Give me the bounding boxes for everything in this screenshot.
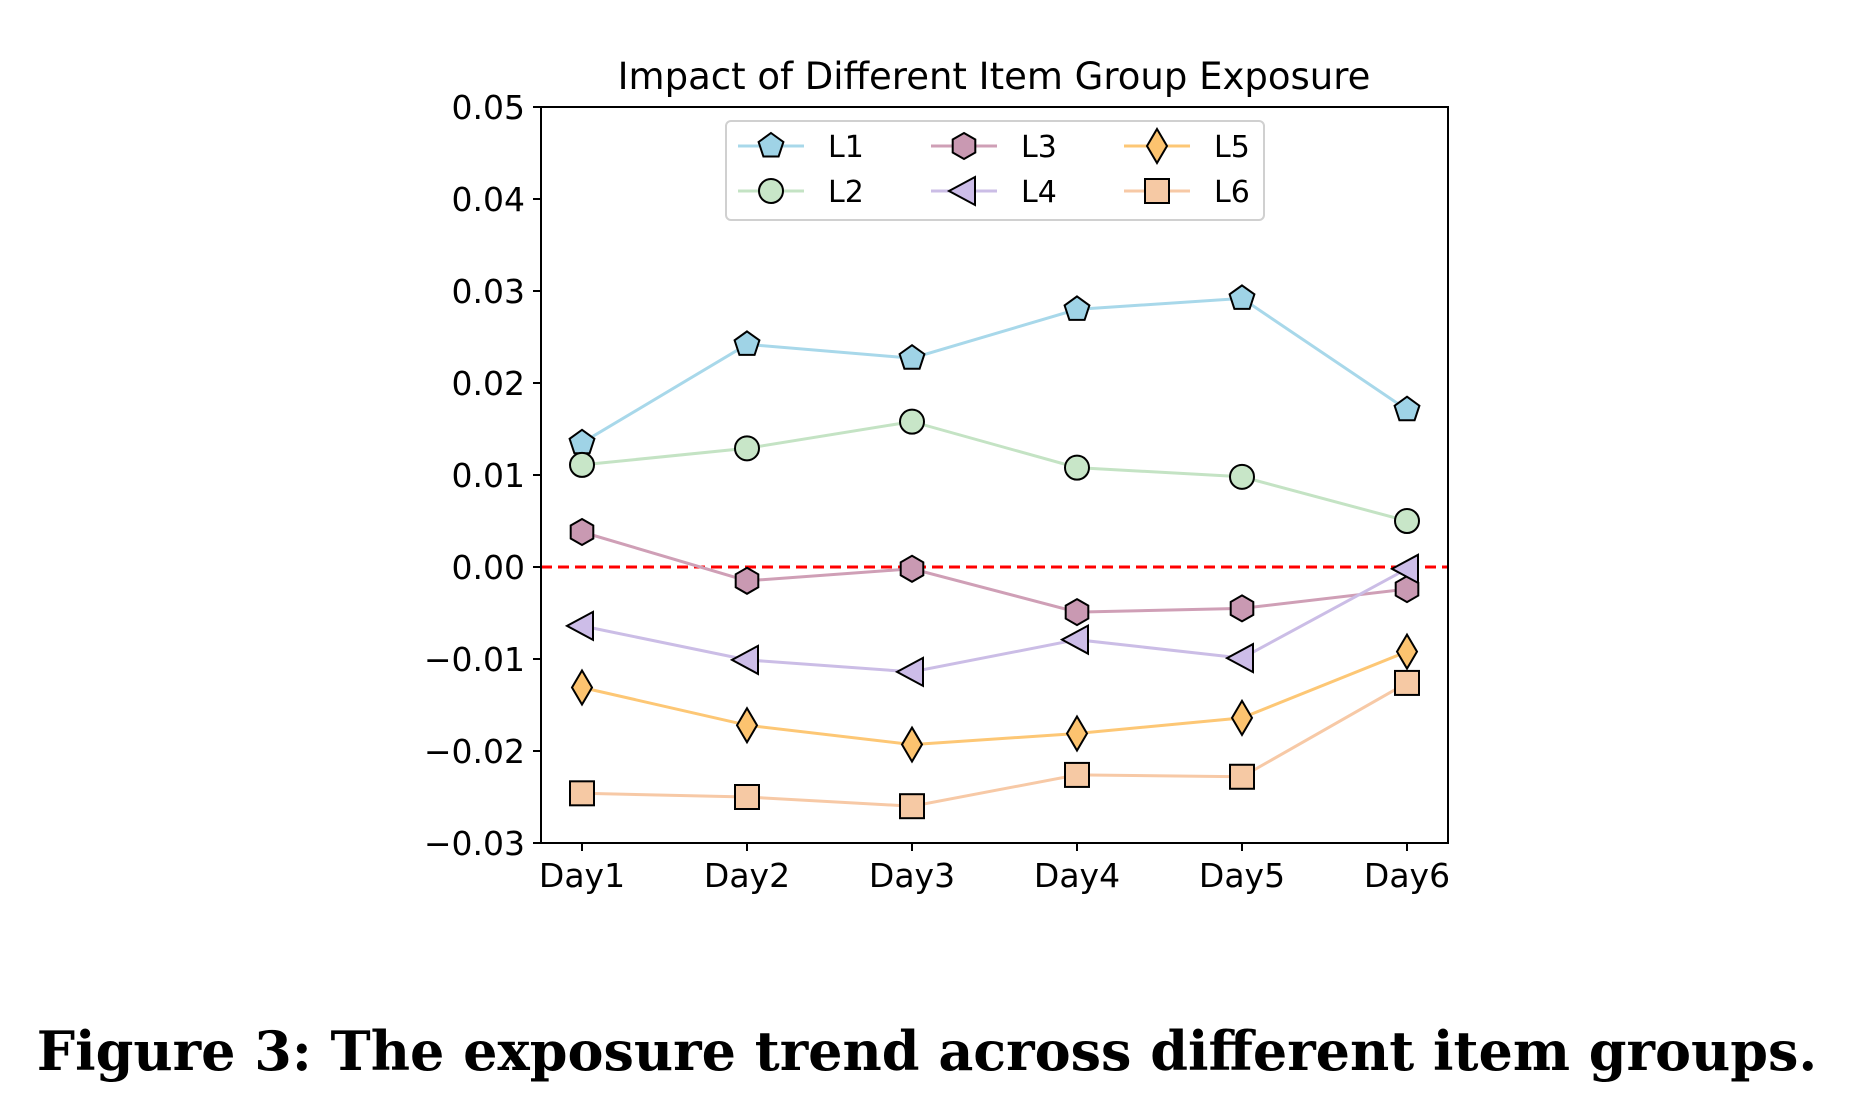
series-line [581,681,1408,808]
legend-marker [946,175,976,207]
legend-entry-L6: L6 [1124,175,1250,210]
y-tick-label: −0.01 [424,640,525,679]
data-point [894,656,924,688]
y-tick-label: 0.02 [452,364,525,403]
data-point [1395,632,1419,671]
legend-label: L2 [828,175,864,210]
legend-entry-L5: L5 [1124,127,1250,165]
y-tick-label: 0.03 [452,272,525,311]
legend-box [725,120,1265,221]
y-tick-label: 0.05 [452,88,525,127]
data-point [1394,508,1420,534]
data-point [1389,553,1419,585]
data-point [1228,284,1256,310]
data-point [1229,594,1255,623]
data-point [1064,454,1090,481]
data-point [899,554,925,583]
series-L5 [570,632,1419,764]
chart-title: Impact of Different Item Group Exposure [618,55,1371,98]
series-L4 [564,553,1419,688]
legend-label: L5 [1214,130,1250,165]
data-point [564,610,594,642]
data-point [569,451,595,478]
data-point [900,725,924,764]
data-point [1064,597,1090,627]
data-point [734,435,760,462]
series-L6 [569,669,1420,820]
data-point [729,644,759,676]
x-tick-label: Day3 [869,856,955,895]
y-tick-label: 0.01 [452,456,525,495]
legend-marker [757,131,785,158]
y-tick-label: 0.00 [452,548,525,587]
series-L1 [568,284,1421,455]
series-L2 [569,408,1420,534]
figure-caption: Figure 3: The exposure trend across diff… [37,1019,1817,1083]
series-line [581,530,1408,614]
x-tick-label: Day6 [1364,856,1450,895]
data-point [1229,463,1255,490]
x-tick-label: Day1 [539,856,625,895]
legend-entry-L3: L3 [931,130,1057,165]
data-point [1229,763,1255,790]
y-tick-label: −0.02 [424,732,525,771]
data-point [1394,669,1420,696]
legend-label: L6 [1214,175,1250,210]
x-tick-label: Day5 [1199,856,1285,895]
series-line [581,296,1408,445]
data-point [568,428,596,455]
legend-marker [1144,178,1170,204]
data-point [1064,761,1090,788]
y-tick-label: −0.03 [424,824,525,863]
x-tick-label: Day2 [704,856,790,895]
data-point [899,793,925,820]
legend-entry-L2: L2 [738,175,864,210]
x-tick-label: Day4 [1034,856,1120,895]
data-point [1065,714,1089,753]
data-point [735,706,759,745]
plot-area: −0.03 −0.02 −0.01 0.00 0.01 0.02 0.03 0.04 0.05 D… [424,88,1450,895]
y-tick-label: 0.04 [452,180,525,219]
data-point [569,517,595,547]
legend-label: L4 [1021,175,1057,210]
legend-marker [951,131,977,161]
data-point [1393,395,1421,422]
legend: L1 L2 L3 L4 L5 L6 [725,120,1265,221]
series-line [581,567,1408,674]
legend-marker [758,178,784,204]
data-point [569,780,595,807]
data-point [734,566,760,595]
data-point [899,408,925,435]
series-L3 [569,517,1420,627]
legend-marker [1145,127,1169,165]
data-point [734,784,760,810]
data-point [1224,642,1254,674]
legend-label: L3 [1021,130,1057,165]
data-point [570,668,594,707]
axes-frame [540,106,1449,844]
data-point [898,343,926,370]
series-line [581,420,1408,523]
data-point [1059,624,1089,656]
legend-entry-L4: L4 [931,175,1057,210]
data-point [733,330,761,356]
data-point [1230,698,1254,737]
legend-entry-L1: L1 [738,130,864,165]
legend-label: L1 [828,130,864,165]
data-point [1063,295,1091,321]
series-line [581,650,1408,747]
